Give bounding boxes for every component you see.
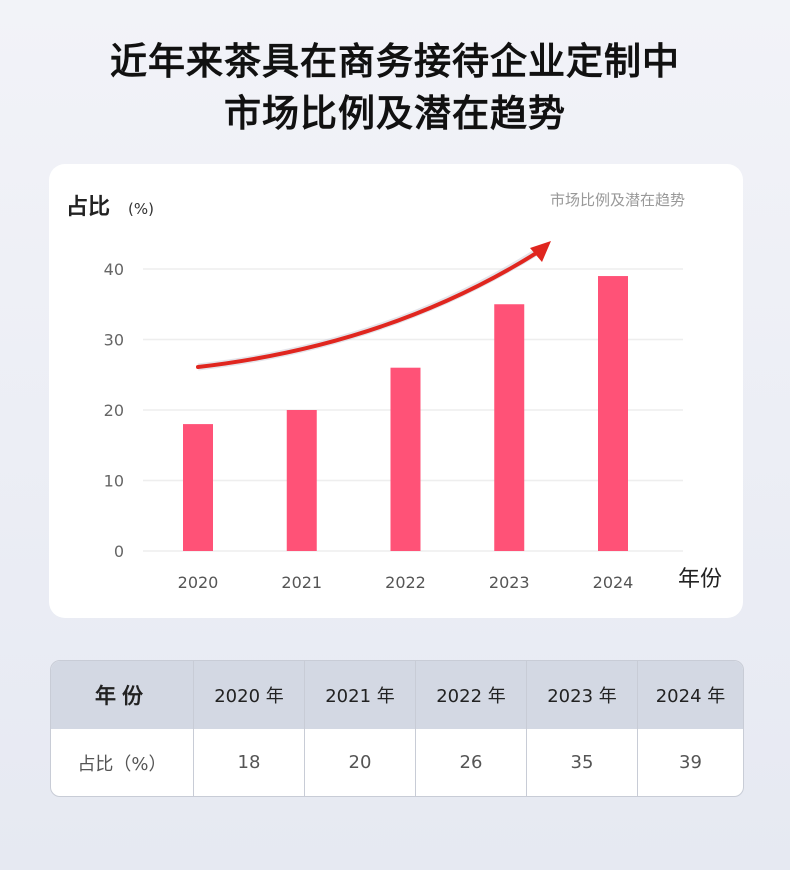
y-tick-label: 10 <box>104 472 124 491</box>
bar-2024 <box>598 276 628 551</box>
y-axis-unit: (%) <box>128 200 154 218</box>
x-axis-label: 年份 <box>678 567 722 592</box>
table-header-cell: 2020 年 <box>194 661 305 729</box>
table-header-row: 年份 2020 年 2021 年 2022 年 2023 年 2024 年 <box>51 661 743 729</box>
trend-arrow-shadow <box>197 247 542 371</box>
table-header-cell: 2024 年 <box>655 686 726 707</box>
table-header-cell: 年份 <box>51 661 194 729</box>
table-cell: 20 <box>305 729 416 796</box>
x-tick-label: 2020 <box>178 573 219 592</box>
table-cell: 39 <box>679 752 702 773</box>
table-header-cell: 2023 年 <box>527 661 638 729</box>
y-tick-label: 0 <box>114 542 124 561</box>
table-header-cell: 2022 年 <box>416 661 527 729</box>
y-axis-label: 占比 <box>66 195 110 220</box>
table-cell: 26 <box>416 729 527 796</box>
page-title: 近年来茶具在商务接待企业定制中 市场比例及潜在趋势 <box>110 40 680 135</box>
trend-arrow-head <box>530 241 551 262</box>
y-tick-label: 20 <box>104 401 124 420</box>
trend-arrow <box>196 250 540 369</box>
table-row: 占比（%） 18 20 26 35 39 <box>51 729 743 796</box>
y-tick-label: 30 <box>104 331 124 350</box>
table-cell: 18 <box>194 729 305 796</box>
table-cell: 35 <box>527 729 638 796</box>
chart-title: 市场比例及潜在趋势 <box>550 191 685 209</box>
x-tick-label: 2024 <box>593 573 634 592</box>
data-table: 年份 2020 年 2021 年 2022 年 2023 年 2024 年 占比（%） 18… <box>50 660 744 797</box>
bar-2022 <box>390 367 421 551</box>
x-tick-label: 2023 <box>489 573 530 592</box>
bar-2021 <box>286 410 317 551</box>
bar-2023 <box>494 304 525 551</box>
x-tick-label: 2021 <box>281 573 322 592</box>
y-tick-label: 40 <box>104 260 124 279</box>
bar-2020 <box>183 424 213 551</box>
x-tick-label: 2022 <box>385 573 426 592</box>
table-cell: 占比（%） <box>51 729 194 796</box>
table-header-cell: 2021 年 <box>305 661 416 729</box>
